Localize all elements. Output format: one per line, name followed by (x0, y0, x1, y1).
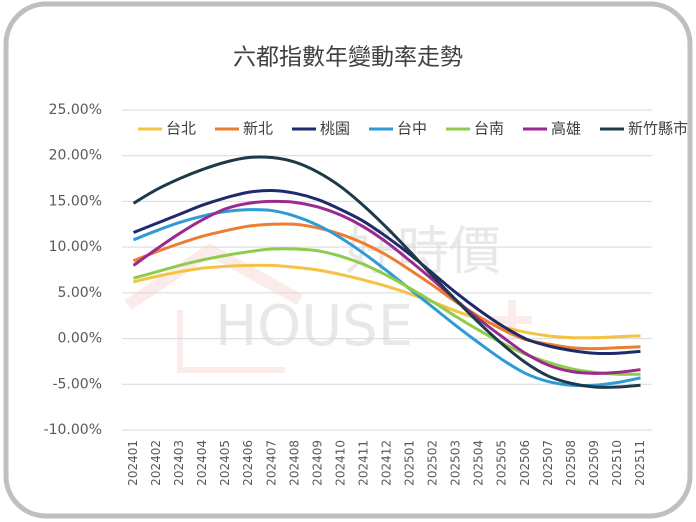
series-line (132, 188, 641, 355)
x-tick-label: 202504 (472, 440, 486, 486)
x-tick-label: 202402 (149, 440, 163, 486)
x-tick-label: 202510 (610, 440, 624, 486)
x-tick-label: 202403 (172, 440, 186, 486)
y-tick-label: 5.00% (58, 285, 102, 301)
x-tick-label: 202401 (126, 440, 140, 486)
y-tick-label: 25.00% (49, 102, 102, 118)
legend-label: 台中 (397, 120, 427, 138)
watermark-roof (124, 242, 303, 310)
x-tick-label: 202411 (356, 440, 370, 486)
y-tick-label: 15.00% (49, 193, 102, 209)
x-tick-label: 202404 (195, 440, 209, 486)
series-line (132, 222, 641, 351)
x-tick-label: 202511 (633, 440, 647, 486)
legend-label: 新北 (243, 120, 273, 138)
series-line (133, 247, 641, 376)
x-tick-label: 202406 (241, 440, 255, 486)
y-tick-label: -5.00% (52, 376, 102, 392)
y-tick-label: -10.00% (44, 422, 102, 438)
x-tick-label: 202503 (449, 440, 463, 486)
x-tick-label: 202506 (518, 440, 532, 486)
series-line (133, 263, 641, 340)
x-tick-label: 202412 (380, 440, 394, 486)
series-line (132, 199, 641, 375)
y-tick-label: 0.00% (58, 331, 102, 347)
legend-label: 桃園 (320, 120, 350, 138)
y-tick-label: 10.00% (49, 239, 102, 255)
x-tick-label: 202509 (587, 440, 601, 486)
x-tick-label: 202407 (264, 440, 278, 486)
x-tick-label: 202410 (333, 440, 347, 486)
x-tick-label: 202501 (403, 440, 417, 486)
legend-label: 新竹縣市 (628, 120, 688, 138)
x-tick-label: 202508 (564, 440, 578, 486)
x-tick-label: 202505 (495, 440, 509, 486)
legend-label: 台北 (166, 120, 196, 138)
chart-title: 六都指數年變動率走勢 (233, 45, 463, 71)
watermark-subtext: HOUSE (215, 294, 413, 359)
x-tick-label: 202502 (426, 440, 440, 486)
x-tick-label: 202409 (310, 440, 324, 486)
legend-label: 高雄 (551, 120, 581, 138)
x-tick-label: 202408 (287, 440, 301, 486)
y-tick-label: 20.00% (49, 148, 102, 164)
series-line (132, 155, 641, 389)
watermark-wall (177, 310, 285, 373)
x-tick-label: 202405 (218, 440, 232, 486)
x-tick-label: 202507 (541, 440, 555, 486)
legend-label: 台南 (474, 120, 504, 138)
